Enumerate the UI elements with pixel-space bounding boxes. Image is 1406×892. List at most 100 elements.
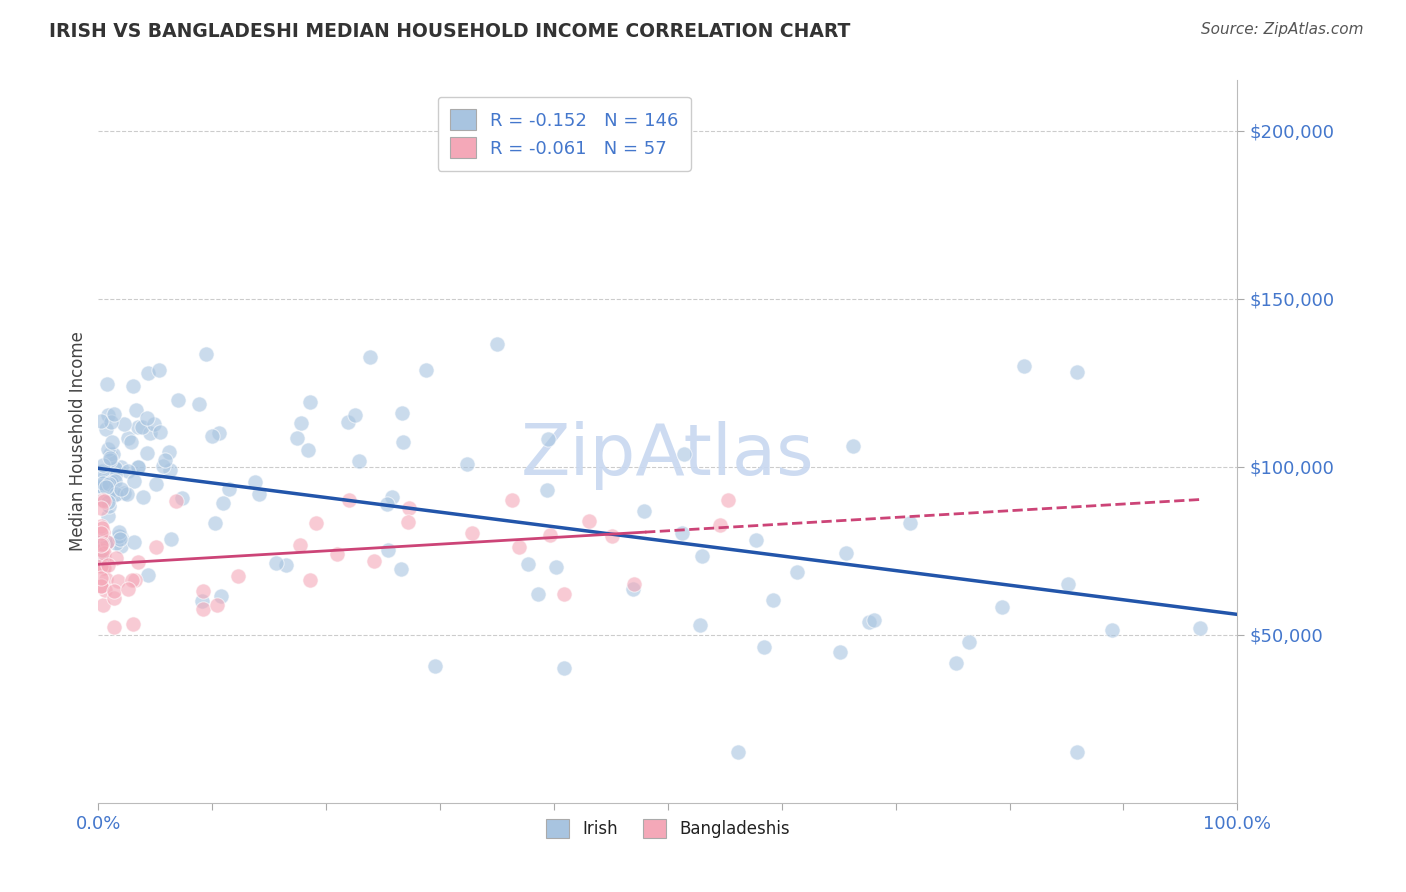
Point bbox=[208, 425, 231, 440]
Point bbox=[326, 547, 349, 561]
Point bbox=[297, 443, 319, 458]
Point bbox=[727, 745, 749, 759]
Point bbox=[110, 530, 132, 544]
Point bbox=[90, 525, 112, 540]
Point bbox=[247, 487, 270, 501]
Point bbox=[93, 525, 115, 540]
Point bbox=[91, 493, 114, 508]
Point bbox=[96, 572, 118, 586]
Point bbox=[91, 475, 114, 490]
Point bbox=[122, 535, 145, 549]
Point bbox=[898, 516, 921, 530]
Point bbox=[359, 351, 381, 365]
Point bbox=[93, 550, 115, 565]
Point bbox=[104, 474, 127, 488]
Point bbox=[96, 377, 118, 392]
Point bbox=[194, 347, 217, 361]
Point bbox=[96, 490, 118, 504]
Point bbox=[1101, 623, 1123, 637]
Point bbox=[98, 477, 121, 491]
Point bbox=[136, 567, 159, 582]
Point bbox=[120, 434, 142, 449]
Point bbox=[97, 558, 120, 572]
Point bbox=[205, 598, 228, 612]
Point bbox=[155, 452, 177, 467]
Point bbox=[672, 447, 695, 461]
Point bbox=[91, 478, 114, 492]
Point bbox=[97, 500, 120, 514]
Point bbox=[287, 431, 309, 445]
Point bbox=[145, 477, 167, 491]
Point bbox=[103, 620, 125, 634]
Point bbox=[90, 491, 112, 506]
Point bbox=[90, 414, 112, 428]
Point bbox=[1057, 577, 1080, 591]
Point bbox=[167, 393, 190, 408]
Point bbox=[165, 494, 187, 508]
Point bbox=[97, 442, 120, 457]
Point bbox=[90, 551, 112, 566]
Point bbox=[127, 459, 149, 474]
Point bbox=[211, 496, 233, 510]
Point bbox=[108, 533, 131, 547]
Point bbox=[508, 541, 530, 555]
Point bbox=[389, 562, 412, 576]
Point bbox=[91, 458, 114, 473]
Point bbox=[991, 599, 1014, 614]
Point bbox=[90, 579, 112, 593]
Point bbox=[90, 571, 112, 585]
Point bbox=[142, 417, 165, 431]
Point bbox=[127, 420, 149, 434]
Point bbox=[96, 477, 118, 491]
Point bbox=[1188, 622, 1211, 636]
Point bbox=[204, 516, 226, 530]
Point bbox=[957, 635, 980, 649]
Point bbox=[264, 556, 287, 570]
Point bbox=[762, 593, 785, 607]
Point bbox=[423, 659, 446, 673]
Point bbox=[91, 479, 114, 493]
Point bbox=[98, 447, 121, 461]
Point bbox=[501, 493, 523, 508]
Point bbox=[98, 485, 121, 500]
Point bbox=[381, 490, 404, 504]
Point bbox=[152, 458, 174, 473]
Point bbox=[90, 538, 112, 552]
Point bbox=[98, 450, 121, 465]
Point bbox=[148, 363, 170, 377]
Y-axis label: Median Household Income: Median Household Income bbox=[69, 332, 87, 551]
Point bbox=[209, 589, 232, 603]
Point bbox=[91, 561, 114, 575]
Point bbox=[623, 577, 645, 591]
Point bbox=[862, 613, 884, 627]
Point bbox=[117, 464, 139, 478]
Point bbox=[201, 429, 224, 443]
Point bbox=[671, 525, 693, 540]
Point bbox=[90, 521, 112, 535]
Point bbox=[709, 518, 731, 533]
Point bbox=[415, 363, 437, 377]
Point bbox=[690, 549, 713, 563]
Point bbox=[90, 537, 112, 551]
Point bbox=[218, 482, 240, 496]
Point bbox=[516, 557, 538, 571]
Point bbox=[122, 474, 145, 488]
Point bbox=[108, 524, 131, 539]
Point bbox=[396, 515, 419, 529]
Point bbox=[191, 584, 214, 599]
Point bbox=[100, 473, 122, 487]
Point bbox=[93, 471, 115, 485]
Point bbox=[1066, 366, 1088, 380]
Text: Source: ZipAtlas.com: Source: ZipAtlas.com bbox=[1201, 22, 1364, 37]
Point bbox=[90, 518, 112, 533]
Point bbox=[107, 529, 129, 543]
Point bbox=[90, 501, 112, 516]
Point bbox=[90, 579, 112, 593]
Point bbox=[391, 406, 413, 420]
Point bbox=[786, 565, 808, 579]
Point bbox=[112, 417, 135, 431]
Point bbox=[97, 409, 120, 423]
Point bbox=[124, 403, 146, 417]
Point bbox=[398, 500, 420, 515]
Point bbox=[104, 468, 127, 483]
